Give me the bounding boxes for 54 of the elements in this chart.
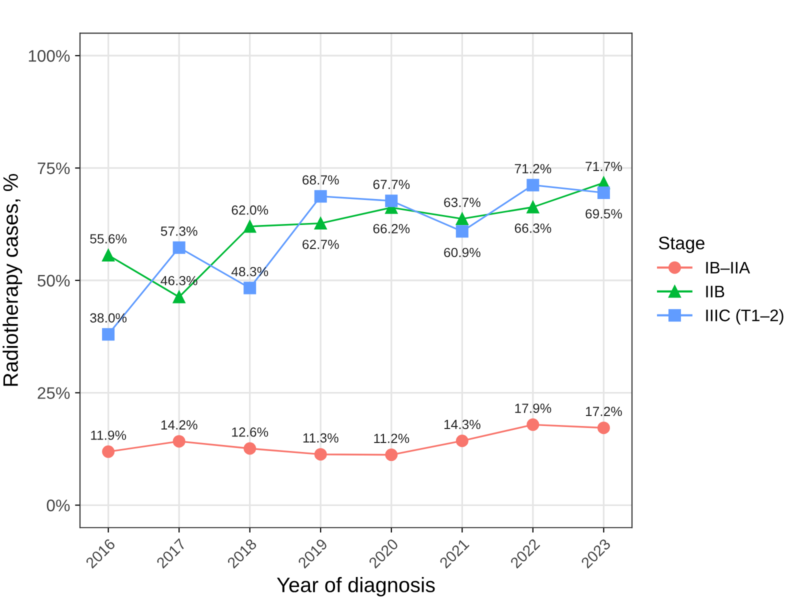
point xyxy=(597,422,610,434)
point xyxy=(385,448,398,462)
y-tick-label: 0% xyxy=(46,500,70,512)
data-label: 11.9% xyxy=(91,430,126,440)
legend-title: Stage xyxy=(658,236,704,254)
point xyxy=(244,282,256,294)
data-label: 14.2% xyxy=(161,420,198,430)
data-label: 71.7% xyxy=(586,162,622,172)
point xyxy=(314,217,327,230)
point xyxy=(526,418,540,431)
legend-label: IIIC (T1–2) xyxy=(706,309,784,325)
data-label: 55.6% xyxy=(90,234,127,244)
point xyxy=(314,448,327,461)
point xyxy=(526,200,540,214)
data-label: 69.5% xyxy=(586,209,622,219)
point xyxy=(172,241,186,254)
data-label: 11.3% xyxy=(303,433,338,443)
point xyxy=(597,186,610,199)
data-label: 57.3% xyxy=(160,226,198,236)
point xyxy=(102,248,115,262)
point xyxy=(456,212,468,226)
legend-label: IB–IIA xyxy=(706,262,750,274)
data-label: 66.3% xyxy=(514,224,552,233)
point xyxy=(172,435,186,448)
y-tick-label: 25% xyxy=(38,387,70,399)
point xyxy=(244,442,256,455)
data-label: 11.2% xyxy=(374,434,410,444)
y-tick-label: 100% xyxy=(28,50,70,62)
point xyxy=(172,290,186,304)
data-label: 68.7% xyxy=(302,175,339,185)
data-label: 12.6% xyxy=(232,427,268,437)
point xyxy=(526,178,540,192)
data-label: 17.2% xyxy=(586,406,622,416)
point xyxy=(102,328,115,341)
y-axis-title: Radiotherapy cases, % xyxy=(2,174,22,386)
data-label: 66.2% xyxy=(373,224,410,234)
point xyxy=(102,445,115,458)
data-label: 63.7% xyxy=(444,198,480,208)
point xyxy=(385,194,398,208)
data-label: 60.9% xyxy=(444,248,480,258)
point xyxy=(456,225,468,238)
data-label: 62.7% xyxy=(302,240,339,250)
legend-label: IIB xyxy=(706,286,724,298)
y-tick-label: 75% xyxy=(38,162,70,174)
data-label: 71.2% xyxy=(514,164,552,174)
point xyxy=(244,220,256,233)
point xyxy=(314,190,327,203)
data-label: 67.7% xyxy=(373,180,410,190)
data-label: 62.0% xyxy=(232,205,268,215)
x-axis-title: Year of diagnosis xyxy=(276,577,435,596)
data-label: 14.3% xyxy=(444,420,480,430)
data-label: 17.9% xyxy=(515,404,552,413)
point xyxy=(456,434,468,448)
y-tick-label: 50% xyxy=(38,274,70,287)
